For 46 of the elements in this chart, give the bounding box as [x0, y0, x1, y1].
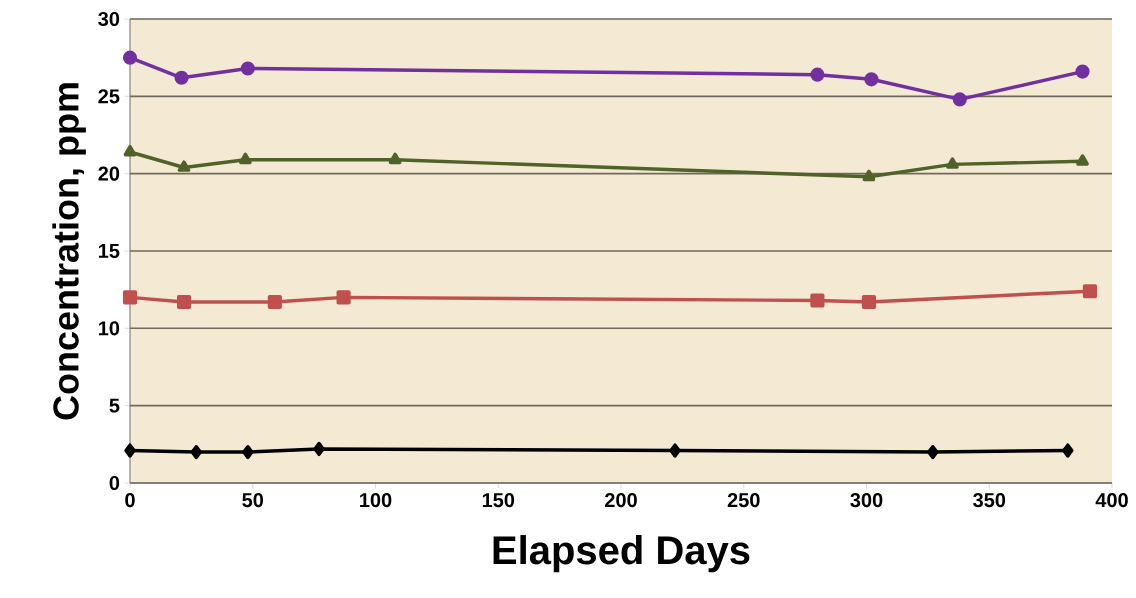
point	[336, 290, 351, 305]
point	[174, 70, 189, 85]
y-tick-label: 25	[98, 89, 120, 104]
y-tick-label: 0	[109, 475, 120, 491]
point	[669, 443, 681, 458]
point	[313, 441, 325, 457]
x-tick-label: 150	[482, 493, 515, 508]
point	[927, 444, 939, 460]
point	[240, 61, 255, 76]
y-tick-label: 30	[98, 11, 120, 27]
point	[946, 157, 959, 169]
point	[1082, 284, 1097, 299]
x-tick-label: 300	[850, 493, 883, 508]
point	[122, 290, 138, 305]
point	[122, 50, 138, 65]
point	[864, 72, 879, 87]
point	[176, 294, 192, 310]
point	[239, 152, 252, 165]
point	[862, 169, 876, 182]
y-tick-label: 20	[98, 166, 120, 181]
point	[861, 294, 877, 310]
point	[388, 152, 402, 165]
point	[124, 443, 136, 458]
x-tick-label: 200	[605, 493, 637, 508]
y-axis-title: Concentration, ppm	[52, 83, 86, 420]
x-tick-label: 400	[1095, 493, 1128, 508]
y-tick-label: 10	[98, 321, 120, 336]
point	[123, 144, 137, 157]
y-tick-label: 5	[109, 398, 120, 413]
x-tick-label: 350	[973, 493, 1006, 508]
point	[1076, 154, 1089, 166]
point	[267, 294, 282, 310]
point	[1075, 64, 1090, 79]
point	[1062, 443, 1074, 458]
x-tick-label: 250	[727, 493, 760, 508]
x-tick-label: 0	[125, 493, 135, 508]
point	[177, 160, 191, 172]
x-tick-label: 100	[360, 493, 392, 508]
point	[810, 67, 825, 82]
point	[952, 92, 967, 107]
x-tick-label: 50	[242, 493, 264, 508]
x-axis-title: Elapsed Days	[493, 535, 750, 573]
point	[190, 444, 203, 460]
point	[810, 293, 825, 308]
y-tick-label: 15	[98, 244, 120, 258]
point	[242, 444, 254, 460]
